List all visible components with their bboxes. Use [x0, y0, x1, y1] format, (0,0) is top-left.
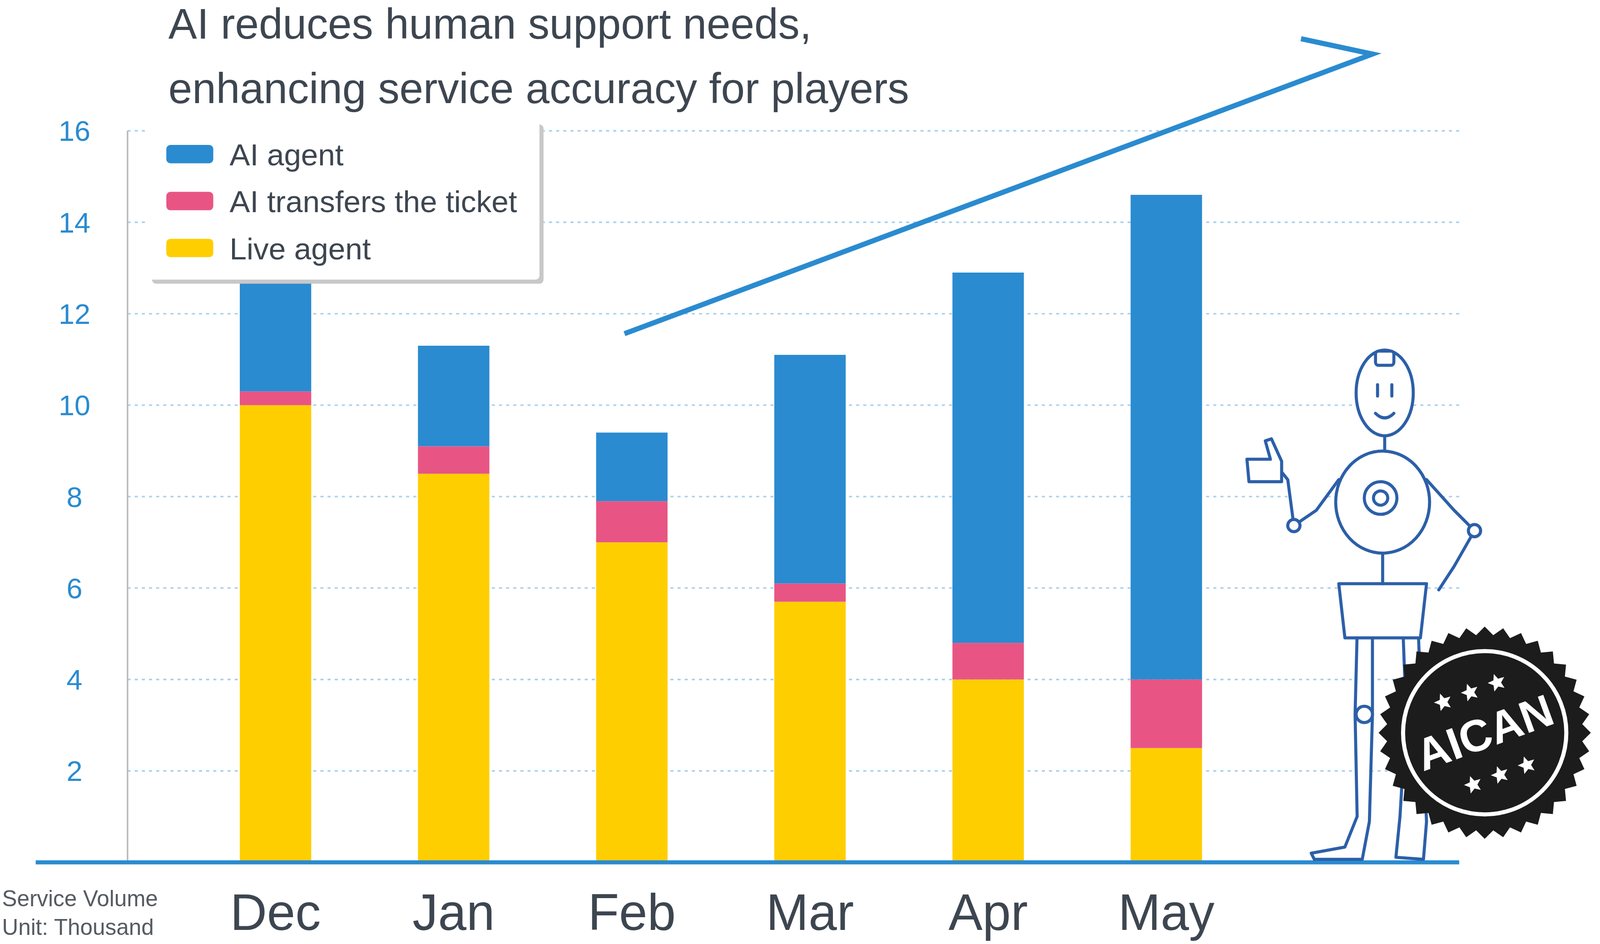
robot-spine: [1381, 550, 1385, 584]
bars: [239, 194, 1203, 862]
stamp: AICAN: [1378, 626, 1591, 839]
robot-knee: [1356, 706, 1373, 723]
legend-label: AI transfers the ticket: [229, 184, 518, 219]
legend-label: AI agent: [229, 137, 344, 172]
tick-label: 6: [66, 572, 83, 605]
bar-segment: [1130, 747, 1202, 863]
robot-head-cap: [1375, 351, 1394, 366]
stamp-star: [1488, 762, 1511, 785]
bar-segment: [1130, 194, 1202, 680]
robot-elbow: [1468, 524, 1481, 537]
line: AI reduces human support needs,: [168, 0, 812, 48]
robot-chest-core: [1373, 490, 1388, 506]
category-label: Jan: [412, 883, 495, 941]
bar-segment: [239, 281, 312, 392]
tick-label: 16: [58, 114, 91, 147]
robot-eye: [1390, 384, 1394, 397]
robot-head: [1356, 350, 1414, 436]
stamp-ring: [1402, 650, 1566, 814]
stamp-inner: AICAN: [1400, 659, 1570, 807]
tick-label: 4: [66, 663, 83, 696]
y-axis: [126, 130, 129, 862]
tick-label: 10: [58, 389, 91, 422]
bar-segment: [952, 679, 1024, 863]
legend: AI agent AI transfers the ticket Live agen…: [148, 120, 544, 284]
line: Unit: Thousand: [1, 914, 154, 940]
robot-mouth: [1375, 413, 1394, 418]
robot-hand: [1247, 438, 1282, 482]
robot-arm: [1426, 479, 1475, 590]
robot-leg: [1311, 632, 1373, 860]
stamp-star: [1461, 772, 1485, 795]
grid-line: [127, 312, 1460, 315]
bar-segment: [417, 445, 490, 474]
legend-box: [148, 120, 540, 280]
bar-segment: [417, 473, 490, 862]
bar-segment: [952, 272, 1024, 643]
robot-pelvis: [1338, 583, 1427, 638]
bar-segment: [596, 542, 668, 862]
tick-label: 8: [66, 480, 83, 513]
stamp-star: [1515, 753, 1538, 776]
stamp-star: [1458, 680, 1482, 703]
category-label: Mar: [766, 883, 854, 941]
bar-segment: [774, 601, 846, 863]
bar-segment: [596, 432, 668, 501]
robot-arm: [1275, 464, 1339, 526]
bar-segment: [774, 583, 846, 602]
legend-swatch: [166, 238, 214, 258]
bar-segment: [1130, 679, 1202, 748]
legend-label: Live agent: [229, 231, 372, 266]
bar-segment: [239, 391, 312, 406]
tick-label: 12: [58, 297, 91, 330]
category-label: Feb: [587, 883, 676, 941]
legend-swatch: [166, 144, 214, 164]
category-label: May: [1118, 883, 1215, 941]
robot-chest: [1364, 481, 1397, 515]
title: AI reduces human support needs, enhancing…: [168, 0, 910, 113]
robot-torso: [1335, 450, 1430, 554]
legend-swatch: [166, 191, 214, 210]
bar-segment: [952, 642, 1024, 680]
stamp-body: [1378, 626, 1591, 839]
stamp-star: [1485, 670, 1508, 693]
tick-label: 2: [66, 754, 83, 787]
bar-segment: [774, 354, 846, 584]
x-axis: [35, 860, 1460, 865]
bar-segment: [596, 500, 668, 543]
category-label: Apr: [948, 883, 1028, 941]
robot-eye: [1376, 384, 1380, 397]
stamp-text: AICAN: [1409, 684, 1561, 780]
category-label: Dec: [230, 883, 322, 941]
line: Service Volume: [1, 885, 158, 911]
axis-title: Service Volume Unit: Thousand: [1, 885, 158, 940]
bar-segment: [417, 345, 490, 446]
robot-elbow: [1287, 519, 1300, 532]
line: enhancing service accuracy for players: [168, 64, 910, 113]
chart: AI reduces human support needs, enhancing…: [0, 0, 1600, 944]
tick-label: 14: [58, 206, 91, 239]
stamp-star: [1431, 690, 1455, 713]
bar-segment: [239, 405, 312, 862]
